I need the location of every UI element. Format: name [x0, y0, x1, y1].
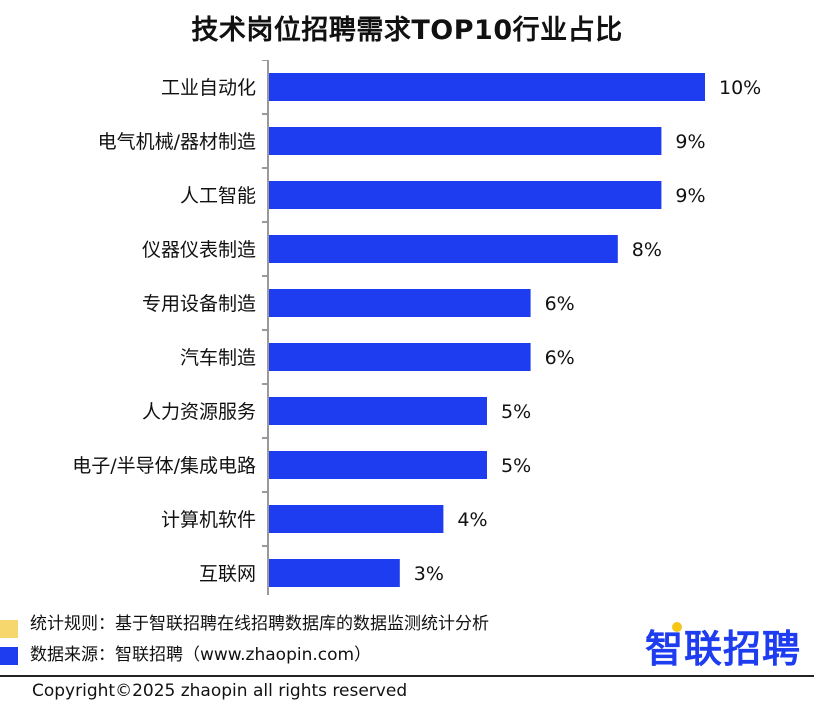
source-note: 数据来源：智联招聘（www.zhaopin.com） — [30, 645, 372, 665]
category-label: 仪器仪表制造 — [142, 239, 256, 261]
bar — [269, 235, 618, 263]
category-label: 汽车制造 — [180, 347, 256, 369]
footer-divider — [0, 675, 814, 677]
category-label: 计算机软件 — [161, 509, 256, 531]
bar — [269, 451, 487, 479]
bar — [269, 181, 662, 209]
category-label: 人力资源服务 — [142, 401, 256, 423]
value-label: 10% — [719, 77, 761, 99]
bar — [269, 559, 400, 587]
category-label: 专用设备制造 — [142, 293, 256, 315]
source-legend-swatch — [0, 647, 18, 665]
rule-note: 统计规则：基于智联招聘在线招聘数据库的数据监测统计分析 — [30, 614, 489, 634]
category-label: 人工智能 — [180, 185, 256, 207]
value-label: 5% — [501, 455, 531, 477]
bar — [269, 127, 662, 155]
bar — [269, 289, 531, 317]
value-label: 6% — [545, 347, 575, 369]
value-label: 8% — [632, 239, 662, 261]
value-label: 9% — [675, 185, 705, 207]
category-label: 电气机械/器材制造 — [98, 131, 256, 153]
category-label: 互联网 — [199, 563, 256, 585]
bar-chart: 工业自动化 10% 电气机械/器材制造 9% 人工智能 9% 仪器仪表制造 8% 专用设备制造 6… — [72, 60, 761, 595]
zhaopin-logo: 智联招聘 — [645, 627, 802, 671]
value-label: 3% — [414, 563, 444, 585]
chart-title: 技术岗位招聘需求TOP10行业占比 — [191, 15, 623, 46]
value-label: 4% — [457, 509, 487, 531]
value-label: 6% — [545, 293, 575, 315]
copyright-text: Copyright©2025 zhaopin all rights reserv… — [32, 681, 408, 701]
category-label: 工业自动化 — [161, 77, 256, 99]
bar — [269, 505, 444, 533]
bar — [269, 397, 487, 425]
rule-legend-swatch — [0, 620, 18, 638]
category-label: 电子/半导体/集成电路 — [72, 455, 256, 477]
value-label: 9% — [675, 131, 705, 153]
bar — [269, 73, 705, 101]
value-label: 5% — [501, 401, 531, 423]
bar — [269, 343, 531, 371]
logo-dot-icon — [672, 622, 682, 632]
